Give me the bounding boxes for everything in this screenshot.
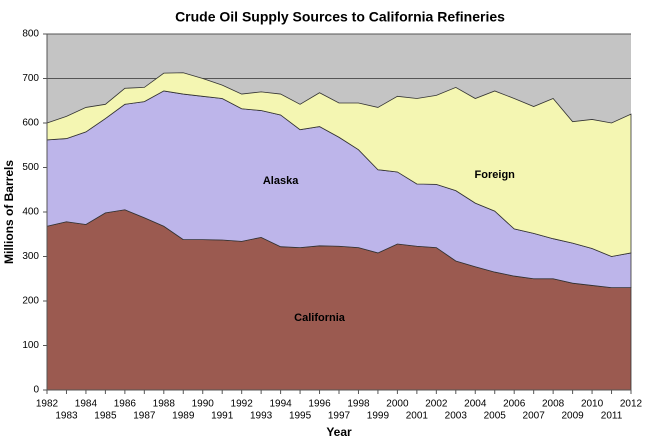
- area-label: Alaska: [263, 175, 299, 187]
- x-tick-label: 1991: [211, 411, 234, 422]
- chart-title: Crude Oil Supply Sources to California R…: [175, 9, 505, 25]
- y-tick-label: 600: [22, 118, 39, 129]
- x-tick-label: 1982: [36, 399, 59, 410]
- x-tick-label: 1988: [153, 399, 176, 410]
- x-tick-label: 1995: [289, 411, 312, 422]
- x-tick-label: 2011: [601, 411, 623, 422]
- x-tick-label: 2003: [445, 411, 468, 422]
- x-tick-label: 2012: [620, 399, 643, 410]
- y-tick-label: 100: [22, 340, 39, 351]
- x-tick-label: 2009: [561, 411, 584, 422]
- y-tick-label: 800: [22, 29, 39, 40]
- x-tick-label: 1989: [172, 411, 195, 422]
- x-tick-label: 1997: [328, 411, 351, 422]
- x-tick-label: 1990: [192, 399, 215, 410]
- x-tick-label: 1993: [250, 411, 273, 422]
- x-tick-label: 1994: [269, 399, 292, 410]
- x-tick-label: 2006: [503, 399, 526, 410]
- x-tick-label: 1987: [133, 411, 156, 422]
- x-tick-label: 1983: [55, 411, 78, 422]
- x-tick-label: 1986: [114, 399, 137, 410]
- area-label: California: [294, 312, 346, 324]
- area: [46, 72, 632, 257]
- y-axis-title: Millions of Barrels: [2, 160, 16, 264]
- y-tick-label: 200: [22, 296, 39, 307]
- x-tick-label: 2010: [581, 399, 604, 410]
- x-tick-label: 2001: [406, 411, 429, 422]
- x-tick-label: 2004: [464, 399, 487, 410]
- x-tick-label: 1984: [75, 399, 98, 410]
- y-tick-label: 300: [22, 251, 39, 262]
- y-tick-label: 700: [22, 73, 39, 84]
- x-tick-label: 2000: [386, 399, 409, 410]
- x-tick-label: 2002: [425, 399, 448, 410]
- y-tick-label: 0: [33, 385, 39, 396]
- y-tick-label: 400: [22, 207, 39, 218]
- area-label: Foreign: [475, 169, 516, 181]
- x-tick-label: 2008: [542, 399, 565, 410]
- x-axis-title: Year: [326, 425, 352, 439]
- x-tick-label: 1998: [347, 399, 370, 410]
- x-tick-label: 1996: [308, 399, 331, 410]
- x-tick-label: 2007: [523, 411, 546, 422]
- x-tick-label: 2005: [484, 411, 507, 422]
- x-tick-label: 1985: [94, 411, 117, 422]
- y-tick-label: 500: [22, 162, 39, 173]
- x-tick-label: 1992: [231, 399, 254, 410]
- x-tick-label: 1999: [367, 411, 390, 422]
